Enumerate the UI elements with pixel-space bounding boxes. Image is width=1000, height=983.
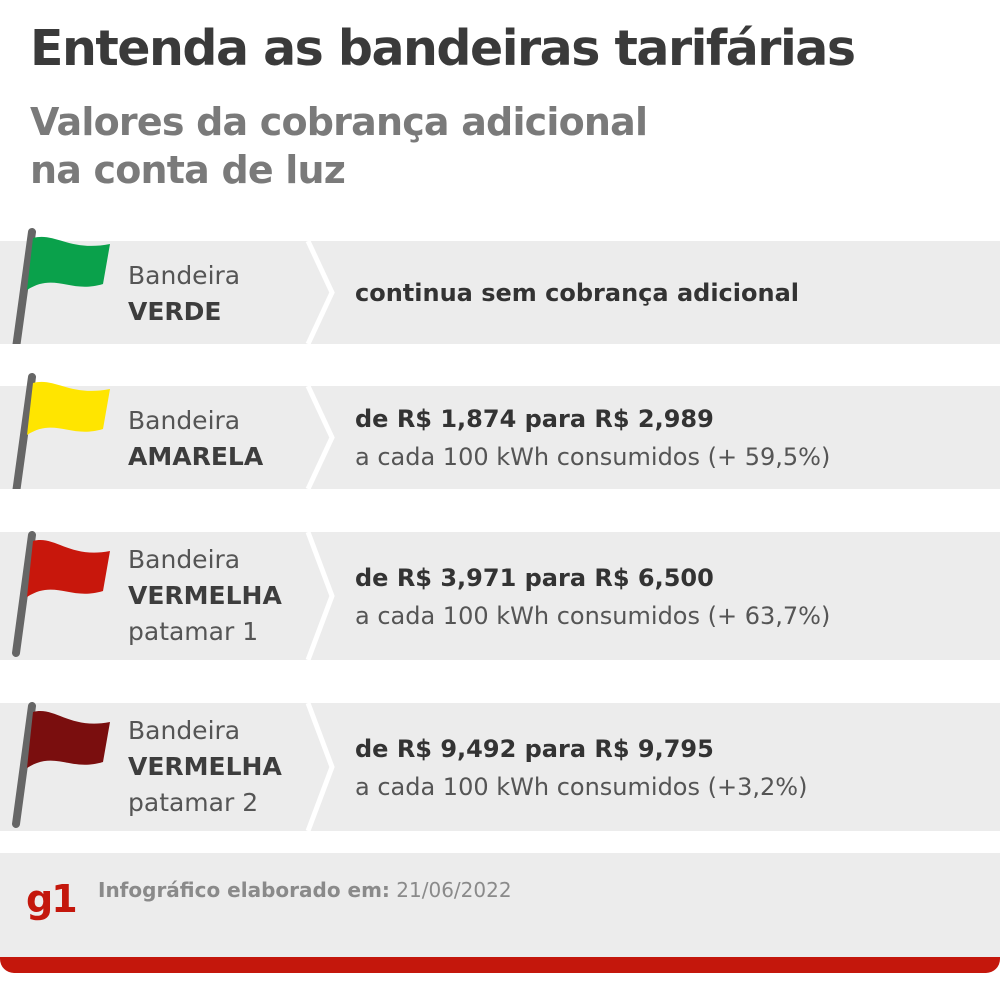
flag-description-amarela: de R$ 1,874 para R$ 2,989 a cada 100 kWh… bbox=[355, 400, 830, 476]
flag-prefix: Bandeira bbox=[128, 261, 241, 290]
yellow-flag-icon bbox=[12, 373, 110, 489]
flag-prefix: Bandeira bbox=[128, 406, 241, 435]
flag-name: AMARELA bbox=[128, 442, 264, 471]
chevron-divider-icon bbox=[305, 241, 335, 344]
flag-description-vermelha-1: de R$ 3,971 para R$ 6,500 a cada 100 kWh… bbox=[355, 559, 830, 635]
green-flag-icon bbox=[12, 228, 110, 344]
flag-detail-text: a cada 100 kWh consumidos (+3,2%) bbox=[355, 773, 808, 801]
flag-label-vermelha-2: Bandeira VERMELHA patamar 2 bbox=[128, 713, 282, 821]
flag-description-vermelha-2: de R$ 9,492 para R$ 9,795 a cada 100 kWh… bbox=[355, 730, 807, 806]
flag-row-vermelha-2: Bandeira VERMELHA patamar 2 de R$ 9,492 … bbox=[0, 702, 1000, 831]
flag-level: patamar 1 bbox=[128, 617, 259, 646]
flag-row-verde: Bandeira VERDE continua sem cobrança adi… bbox=[0, 228, 1000, 344]
flag-prefix: Bandeira bbox=[128, 545, 241, 574]
g1-logo: g1 bbox=[26, 877, 78, 921]
flag-main-text: de R$ 3,971 para R$ 6,500 bbox=[355, 564, 714, 592]
subtitle-line-1: Valores da cobrança adicional bbox=[30, 100, 648, 144]
credit-line: Infográfico elaborado em: 21/06/2022 bbox=[98, 878, 512, 902]
flag-label-verde: Bandeira VERDE bbox=[128, 258, 240, 330]
flag-name: VERMELHA bbox=[128, 581, 282, 610]
chevron-divider-icon bbox=[305, 386, 335, 489]
flag-detail-text: a cada 100 kWh consumidos (+ 63,7%) bbox=[355, 602, 831, 630]
credit-date: 21/06/2022 bbox=[396, 878, 512, 902]
flag-main-text: continua sem cobrança adicional bbox=[355, 279, 799, 307]
flag-description-verde: continua sem cobrança adicional bbox=[355, 274, 799, 312]
footer bbox=[0, 853, 1000, 960]
flag-detail-text: a cada 100 kWh consumidos (+ 59,5%) bbox=[355, 443, 831, 471]
red-flag-icon bbox=[12, 531, 110, 657]
flag-level: patamar 2 bbox=[128, 788, 259, 817]
chevron-divider-icon bbox=[305, 532, 335, 660]
page-subtitle: Valores da cobrança adicional na conta d… bbox=[30, 98, 790, 194]
flag-main-text: de R$ 9,492 para R$ 9,795 bbox=[355, 735, 714, 763]
page-title: Entenda as bandeiras tarifárias bbox=[30, 20, 856, 77]
dark-red-flag-icon bbox=[12, 702, 110, 828]
footer-accent-bar bbox=[0, 957, 1000, 973]
chevron-divider-icon bbox=[305, 703, 335, 831]
flag-name: VERMELHA bbox=[128, 752, 282, 781]
subtitle-line-2: na conta de luz bbox=[30, 148, 346, 192]
flag-label-vermelha-1: Bandeira VERMELHA patamar 1 bbox=[128, 542, 282, 650]
flag-prefix: Bandeira bbox=[128, 716, 241, 745]
flag-name: VERDE bbox=[128, 297, 222, 326]
credit-label: Infográfico elaborado em: bbox=[98, 878, 390, 902]
flag-main-text: de R$ 1,874 para R$ 2,989 bbox=[355, 405, 714, 433]
flag-row-amarela: Bandeira AMARELA de R$ 1,874 para R$ 2,9… bbox=[0, 373, 1000, 489]
flag-label-amarela: Bandeira AMARELA bbox=[128, 403, 263, 475]
flag-row-vermelha-1: Bandeira VERMELHA patamar 1 de R$ 3,971 … bbox=[0, 531, 1000, 660]
